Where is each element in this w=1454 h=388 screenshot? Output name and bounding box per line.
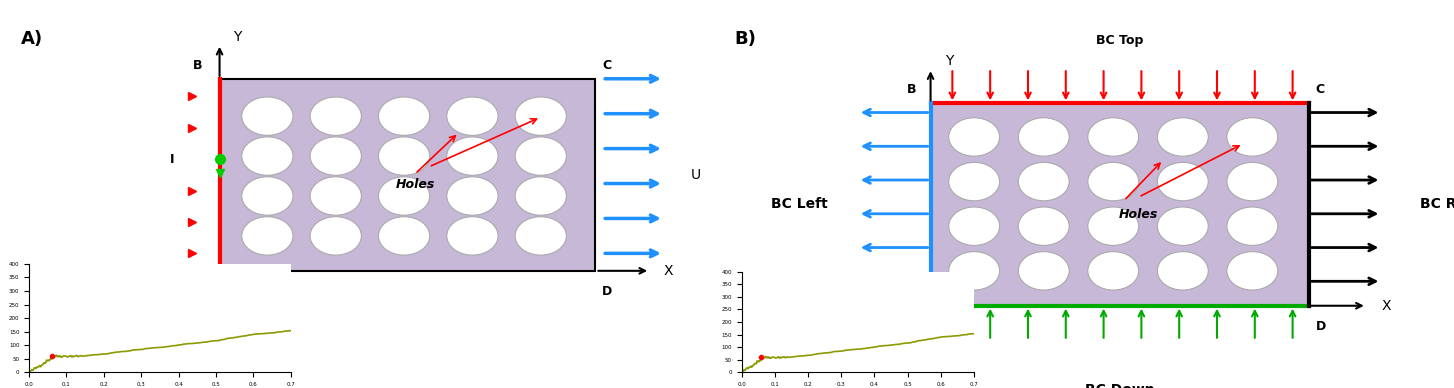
Ellipse shape: [515, 217, 567, 255]
Text: I: I: [170, 152, 174, 166]
Ellipse shape: [948, 251, 1000, 290]
Ellipse shape: [378, 217, 430, 255]
Ellipse shape: [1227, 162, 1278, 201]
Text: BC Left: BC Left: [771, 197, 829, 211]
Ellipse shape: [241, 217, 294, 255]
Ellipse shape: [1088, 162, 1138, 201]
Text: B: B: [193, 59, 202, 72]
Text: C: C: [602, 59, 611, 72]
Text: B: B: [906, 83, 916, 96]
Ellipse shape: [1088, 251, 1138, 290]
Ellipse shape: [1227, 118, 1278, 156]
Ellipse shape: [948, 162, 1000, 201]
Ellipse shape: [1157, 251, 1208, 290]
Text: X: X: [663, 264, 673, 278]
Ellipse shape: [1018, 251, 1069, 290]
Text: X: X: [1381, 299, 1391, 313]
Ellipse shape: [948, 118, 1000, 156]
Ellipse shape: [378, 97, 430, 135]
Bar: [220, 79, 596, 271]
Text: Holes: Holes: [1118, 208, 1159, 221]
Text: BC Top: BC Top: [1096, 34, 1143, 47]
Ellipse shape: [241, 97, 294, 135]
Text: C: C: [1316, 83, 1325, 96]
Text: Y: Y: [233, 30, 241, 44]
Ellipse shape: [1227, 207, 1278, 245]
Ellipse shape: [446, 137, 499, 175]
Ellipse shape: [1227, 251, 1278, 290]
Text: A: A: [906, 320, 916, 333]
Text: U: U: [691, 168, 701, 182]
Ellipse shape: [310, 217, 362, 255]
Text: BC Right: BC Right: [1421, 197, 1454, 211]
Ellipse shape: [515, 137, 567, 175]
Text: BC Down: BC Down: [1085, 383, 1154, 388]
Ellipse shape: [241, 177, 294, 215]
Ellipse shape: [378, 177, 430, 215]
Bar: [931, 103, 1309, 306]
Ellipse shape: [1088, 207, 1138, 245]
Ellipse shape: [1157, 207, 1208, 245]
Ellipse shape: [948, 207, 1000, 245]
Ellipse shape: [1088, 118, 1138, 156]
Text: Holes: Holes: [395, 178, 435, 191]
Ellipse shape: [310, 97, 362, 135]
Text: A): A): [22, 30, 44, 48]
Ellipse shape: [446, 97, 499, 135]
Ellipse shape: [515, 177, 567, 215]
Ellipse shape: [446, 177, 499, 215]
Text: Y: Y: [945, 54, 954, 68]
Text: D: D: [1316, 320, 1326, 333]
Text: D: D: [602, 285, 612, 298]
Text: B): B): [734, 30, 756, 48]
Ellipse shape: [310, 177, 362, 215]
Ellipse shape: [1018, 207, 1069, 245]
Ellipse shape: [241, 137, 294, 175]
Ellipse shape: [1018, 118, 1069, 156]
Ellipse shape: [515, 97, 567, 135]
Ellipse shape: [1018, 162, 1069, 201]
Ellipse shape: [378, 137, 430, 175]
Text: A: A: [196, 285, 206, 298]
Ellipse shape: [446, 217, 499, 255]
Ellipse shape: [1157, 162, 1208, 201]
Ellipse shape: [1157, 118, 1208, 156]
Ellipse shape: [310, 137, 362, 175]
